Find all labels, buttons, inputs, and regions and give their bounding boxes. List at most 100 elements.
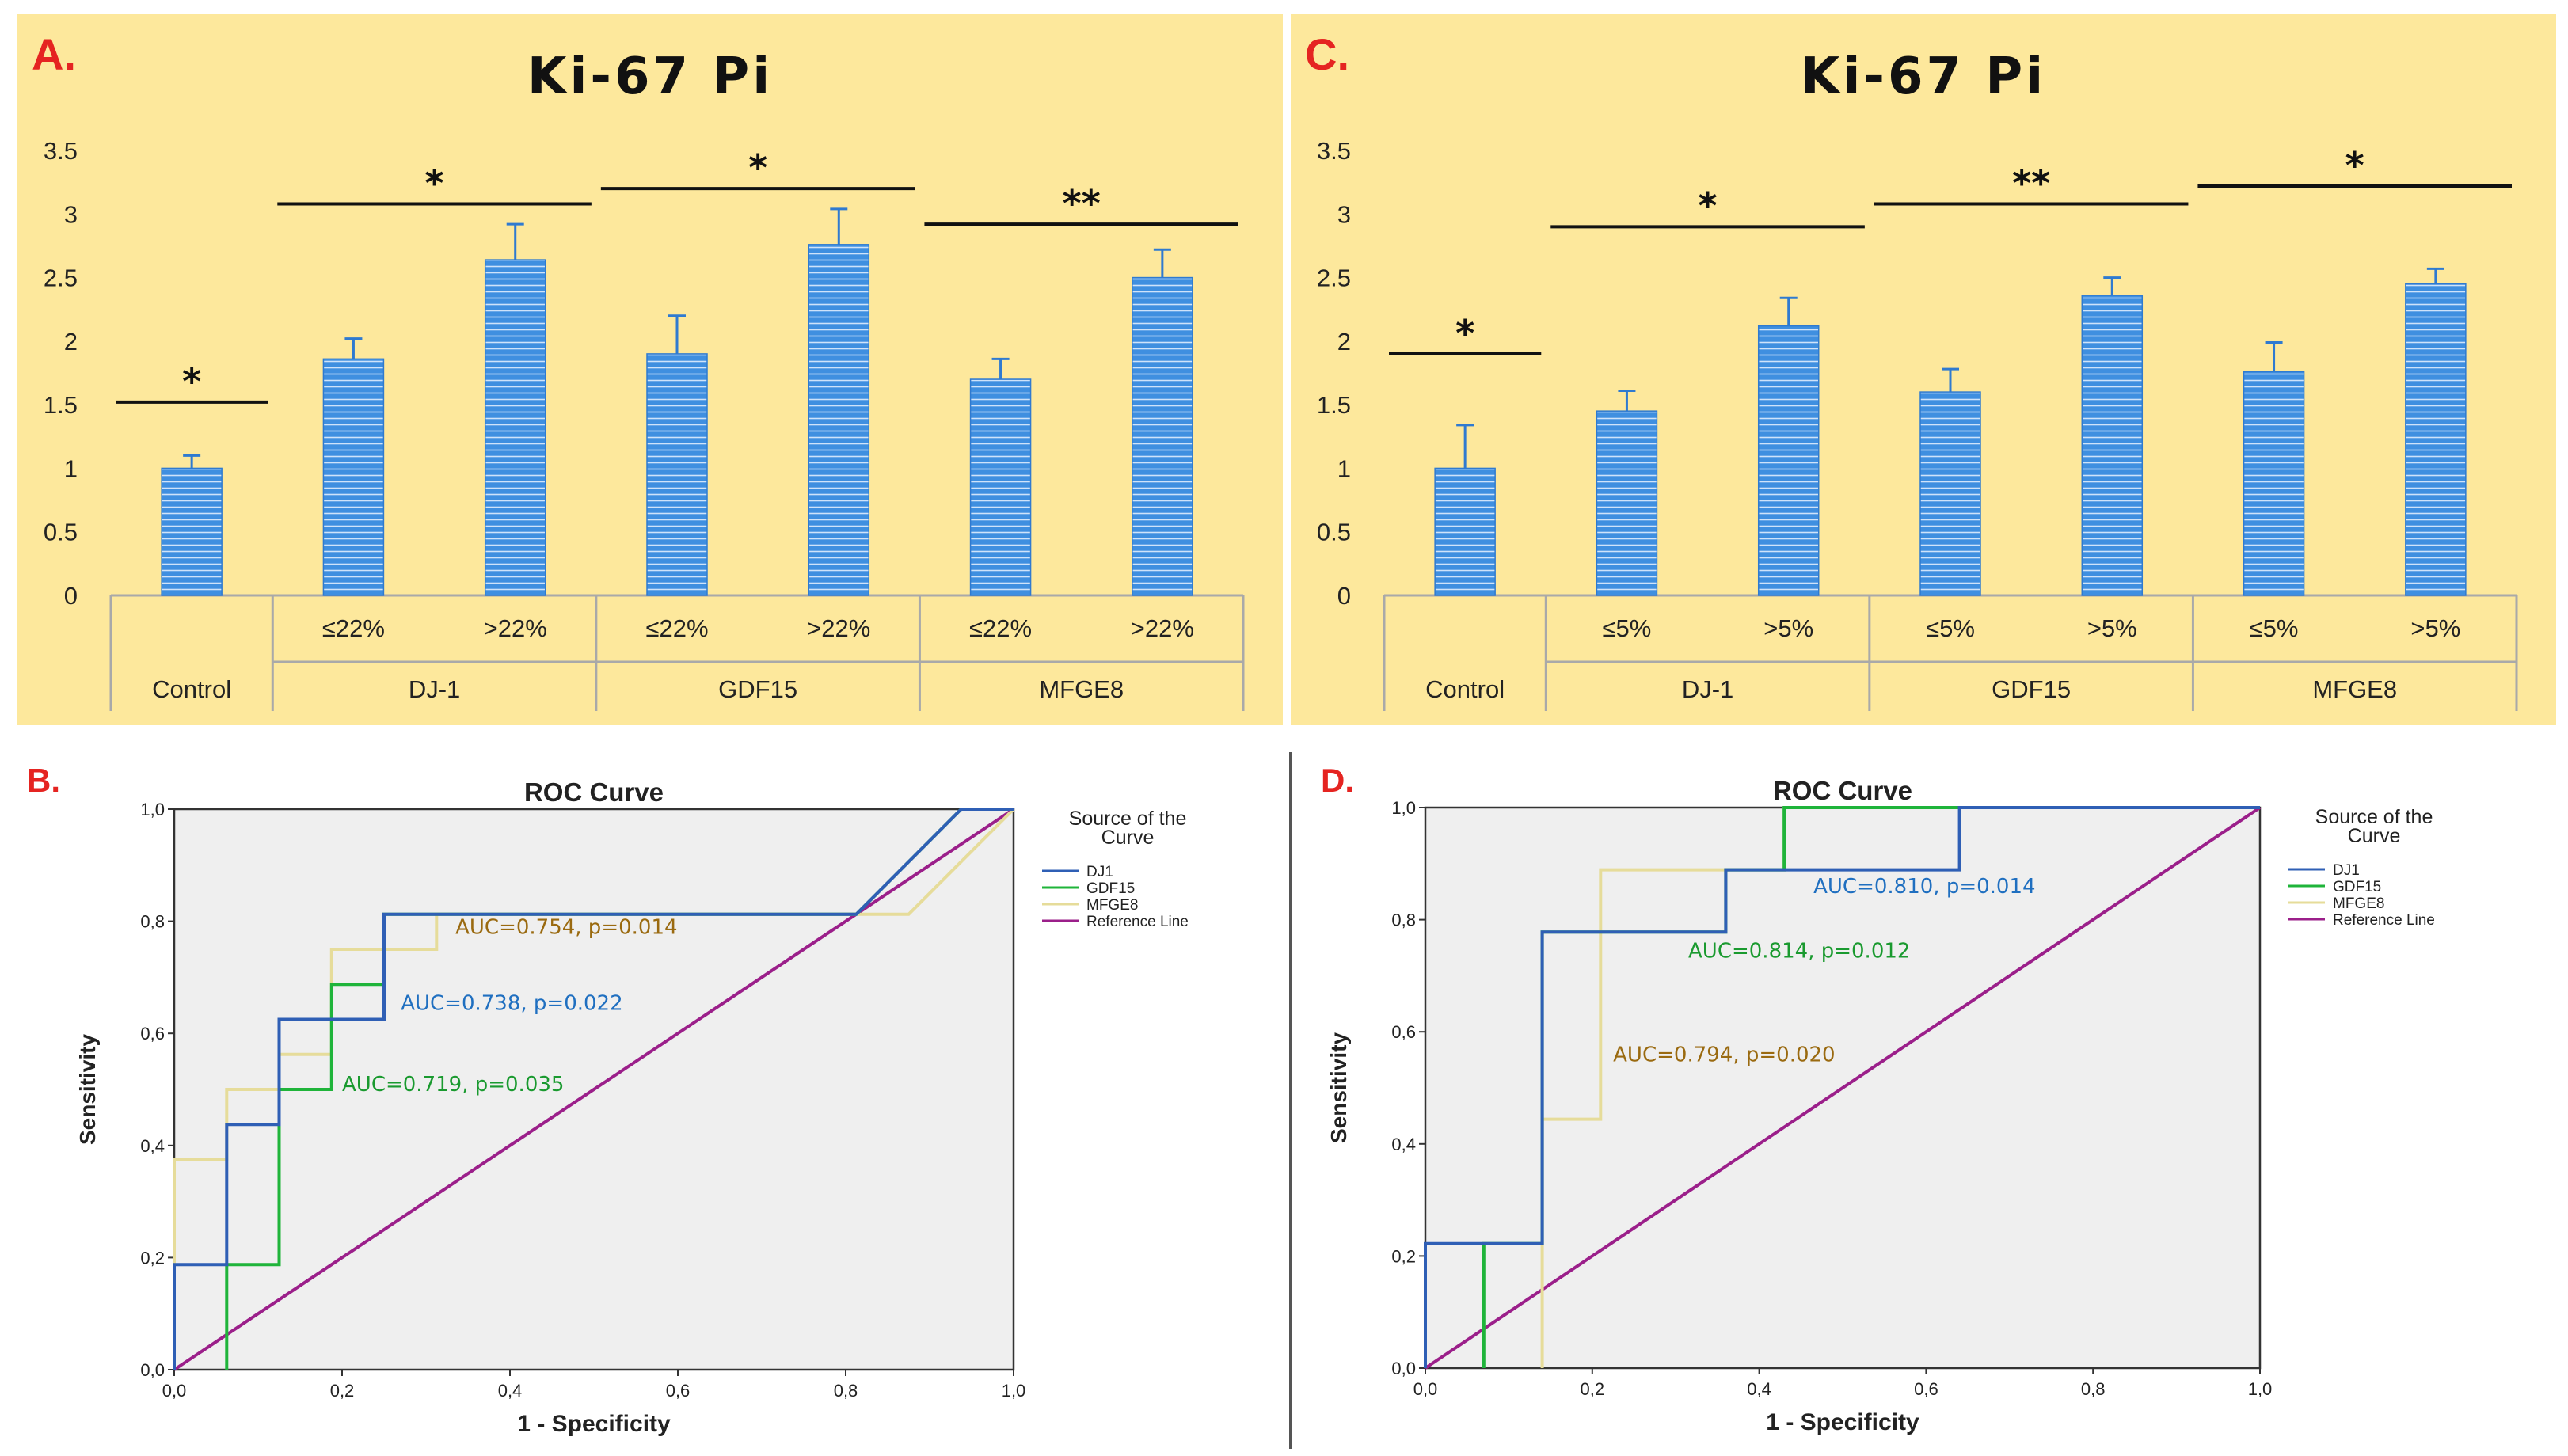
panel-divider [1289, 752, 1292, 1449]
chart0-ytick-label: 3.5 [44, 137, 78, 165]
chart0-subcategory-label: ≤22% [969, 614, 1032, 642]
chart0-bar [808, 244, 870, 596]
chart2-xtick-label: 0,4 [498, 1381, 523, 1401]
chart2-auc-annotation: AUC=0.754, p=0.014 [455, 916, 677, 940]
chart3-ytick-label: 0,4 [1391, 1135, 1416, 1154]
chart2-xtick-label: 0,0 [162, 1381, 187, 1401]
chart1-bar [2405, 283, 2467, 596]
chart1-bar [1434, 467, 1496, 596]
chart1-title: Ki-67 Pi [1801, 48, 2046, 106]
chart1-significance-label: * [2345, 144, 2364, 187]
chart0-ytick-label: 2 [64, 328, 78, 355]
chart0-subcategory-label: >22% [1131, 614, 1194, 642]
chart3-ytick-label: 0,8 [1391, 910, 1416, 930]
chart0-bar [969, 378, 1032, 596]
chart3-xtick-label: 0,8 [2081, 1379, 2106, 1399]
chart1-ytick-label: 1.5 [1317, 391, 1351, 419]
chart1-group-label: GDF15 [1992, 675, 2071, 703]
bar-chart-a: A. Ki-67 Pi 0 0.5 1 1.5 2 2.5 3 3.5 ≤22% >22% ≤22% >2… [17, 14, 1283, 725]
chart3-ylabel: Sensitivity [1326, 1032, 1351, 1143]
chart0-group-label: DJ-1 [409, 675, 460, 703]
chart1-ytick-label: 3 [1337, 200, 1351, 228]
bar-chart-c: C. Ki-67 Pi 0 0.5 1 1.5 2 2.5 3 3.5 ≤5% >5% ≤5% >5% ≤5… [1291, 14, 2556, 725]
chart2-series-reference-line [173, 808, 1015, 1371]
chart1-bar [1757, 325, 1820, 596]
chart1-subcategory-label: >5% [2087, 614, 2137, 642]
chart1-significance-label: ** [2012, 162, 2050, 204]
chart1-subcategory-label: >5% [1763, 614, 1813, 642]
chart0-bar [1132, 276, 1193, 596]
chart1-ytick-label: 2.5 [1317, 264, 1351, 292]
chart0-title: Ki-67 Pi [527, 48, 773, 106]
chart1-significance-label: * [1699, 184, 1718, 227]
chart1-ytick-label: 0.5 [1317, 519, 1351, 546]
chart0-group-label: GDF15 [718, 675, 797, 703]
chart2-ytick-label: 0,8 [140, 912, 165, 932]
chart2-legend-label: MFGE8 [1086, 897, 1138, 914]
chart1-bar [1596, 410, 1658, 596]
chart0-significance-label: * [425, 162, 444, 204]
chart3-auc-annotation: AUC=0.810, p=0.014 [1813, 875, 2035, 899]
chart2-xlabel: 1 - Specificity [517, 1411, 671, 1437]
chart0-subcategory-label: >22% [807, 614, 870, 642]
chart3-legend-label: MFGE8 [2333, 895, 2384, 912]
chart1-group-label: MFGE8 [2312, 675, 2397, 703]
chart2-legend-title: Curve [1101, 827, 1155, 849]
chart1-subcategory-label: ≤5% [1603, 614, 1652, 642]
chart0-bar [646, 353, 708, 596]
chart1-bar [2081, 295, 2144, 596]
chart2-title: ROC Curve [524, 777, 664, 807]
chart3-legend-label: Reference Line [2333, 912, 2435, 929]
chart0-subcategory-label: ≤22% [645, 614, 708, 642]
chart3-series-reference-line [1424, 806, 2262, 1370]
chart3-ytick-label: 0,6 [1391, 1022, 1416, 1042]
chart0-bar [484, 259, 546, 596]
chart2-ytick-label: 0,2 [140, 1248, 165, 1268]
bar-chart-panel-a: A. Ki-67 Pi 0 0.5 1 1.5 2 2.5 3 3.5 ≤22% >22% ≤22% >2… [17, 14, 1283, 725]
chart2-ytick-label: 0,6 [140, 1024, 165, 1044]
chart2-auc-annotation: AUC=0.719, p=0.035 [342, 1073, 564, 1097]
chart2-xtick-label: 0,2 [330, 1381, 355, 1401]
roc-chart-b: B. ROC Curve 0,00,0 0,2 0,2 0,4 0,4 0,6 0,6 0,8 0,… [27, 762, 1189, 1437]
chart2-legend-title: Source of the [1069, 808, 1187, 830]
chart3-legend-title: Curve [2348, 825, 2401, 847]
chart0-ytick-label: 0 [64, 582, 78, 610]
chart1-group-label: Control [1425, 675, 1505, 703]
chart2-ytick-label: 0,4 [140, 1136, 165, 1156]
chart1-ytick-label: 1 [1337, 454, 1351, 482]
chart0-ytick-label: 3 [64, 200, 78, 228]
chart2-legend-label: DJ1 [1086, 864, 1113, 880]
chart2-xtick-label: 1,0 [1002, 1381, 1026, 1401]
chart3-ytick-label: 1,0 [1391, 798, 1416, 818]
chart3-legend-title: Source of the [2315, 806, 2433, 828]
chart1-subcategory-label: ≤5% [2250, 614, 2299, 642]
chart2-ytick-label: 0,0 [140, 1360, 165, 1380]
chart0-significance-label: * [748, 146, 767, 189]
chart2-xtick-label: 0,6 [666, 1381, 691, 1401]
chart2-panel-label: B. [27, 762, 60, 799]
roc-chart-panel-b: B. ROC Curve 0,0 0,0 0,2 0,2 0,4 0,4 0,6 0,6 0,8 0,… [16, 752, 1283, 1449]
roc-chart-d: D. ROC Curve 0,00,0 0,2 0,2 0,4 0,4 0,6 0,6 0,8 0,… [1321, 762, 2435, 1435]
chart3-xtick-label: 1,0 [2248, 1379, 2273, 1399]
chart3-xtick-label: 0,0 [1413, 1379, 1438, 1399]
chart1-bar [1919, 391, 1981, 596]
chart0-ytick-label: 1 [64, 454, 78, 482]
chart2-auc-annotation: AUC=0.738, p=0.022 [401, 991, 622, 1015]
chart2-ylabel: Sensitivity [75, 1034, 100, 1145]
chart1-subcategory-label: ≤5% [1926, 614, 1975, 642]
chart3-xtick-label: 0,4 [1747, 1379, 1771, 1399]
chart1-ytick-label: 3.5 [1317, 137, 1351, 165]
chart3-xlabel: 1 - Specificity [1766, 1409, 1919, 1435]
chart3-legend-label: DJ1 [2333, 862, 2360, 879]
chart3-series-dj1 [1424, 806, 2260, 1368]
chart2-series-dj1 [173, 808, 1014, 1370]
chart3-auc-annotation: AUC=0.814, p=0.012 [1688, 940, 1910, 964]
chart2-ytick-label: 1,0 [140, 800, 165, 819]
chart0-ytick-label: 2.5 [44, 264, 78, 292]
chart0-bar [322, 358, 385, 596]
chart0-significance-label: * [182, 360, 201, 403]
chart0-panel-label: A. [32, 29, 76, 79]
chart2-legend-label: Reference Line [1086, 914, 1189, 930]
chart1-bar [2243, 371, 2305, 596]
chart3-auc-annotation: AUC=0.794, p=0.020 [1613, 1044, 1835, 1067]
